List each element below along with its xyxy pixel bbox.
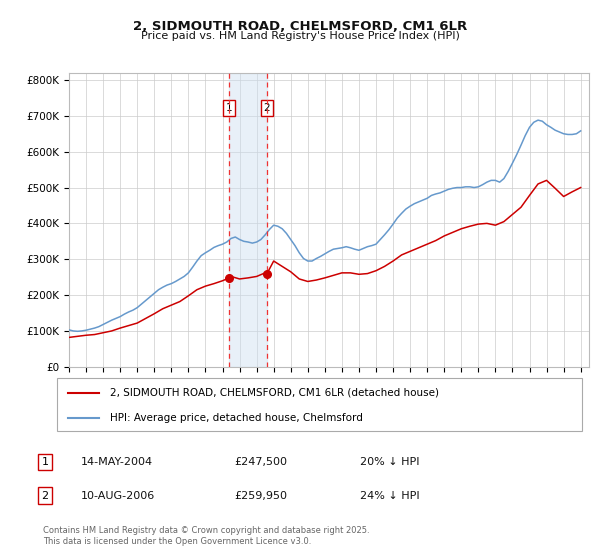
Text: 1: 1 bbox=[41, 457, 49, 467]
Text: 1: 1 bbox=[226, 103, 232, 113]
Text: 2: 2 bbox=[264, 103, 271, 113]
Text: 2, SIDMOUTH ROAD, CHELMSFORD, CM1 6LR: 2, SIDMOUTH ROAD, CHELMSFORD, CM1 6LR bbox=[133, 20, 467, 32]
Text: HPI: Average price, detached house, Chelmsford: HPI: Average price, detached house, Chel… bbox=[110, 413, 362, 423]
Text: 20% ↓ HPI: 20% ↓ HPI bbox=[360, 457, 419, 467]
Text: Contains HM Land Registry data © Crown copyright and database right 2025.
This d: Contains HM Land Registry data © Crown c… bbox=[43, 526, 370, 546]
Text: 24% ↓ HPI: 24% ↓ HPI bbox=[360, 491, 419, 501]
Text: £259,950: £259,950 bbox=[234, 491, 287, 501]
Bar bbox=[229, 73, 267, 367]
Text: £247,500: £247,500 bbox=[234, 457, 287, 467]
Text: 2: 2 bbox=[41, 491, 49, 501]
Text: Price paid vs. HM Land Registry's House Price Index (HPI): Price paid vs. HM Land Registry's House … bbox=[140, 31, 460, 41]
FancyBboxPatch shape bbox=[57, 378, 582, 431]
Text: 2, SIDMOUTH ROAD, CHELMSFORD, CM1 6LR (detached house): 2, SIDMOUTH ROAD, CHELMSFORD, CM1 6LR (d… bbox=[110, 388, 439, 398]
Text: 10-AUG-2006: 10-AUG-2006 bbox=[81, 491, 155, 501]
Text: 14-MAY-2004: 14-MAY-2004 bbox=[81, 457, 153, 467]
